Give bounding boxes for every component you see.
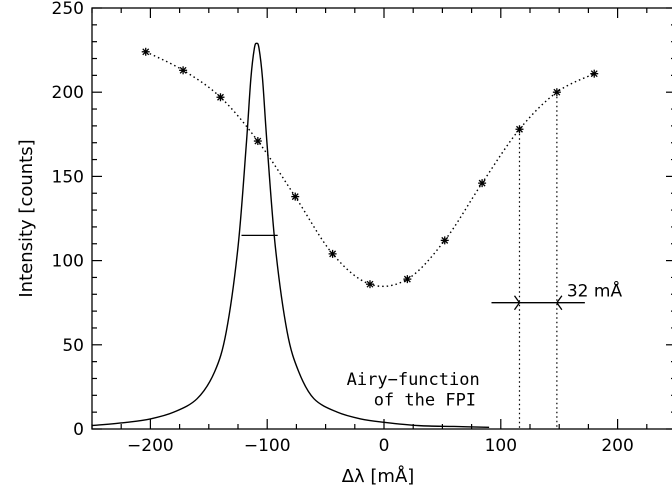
x-axis-title: Δλ [mÅ] [342, 465, 415, 487]
x-tick-label: −200 [127, 436, 174, 456]
asterisk-marker [440, 236, 449, 245]
y-tick-label: 200 [52, 83, 84, 103]
asterisk-marker [328, 249, 337, 258]
asterisk-marker [253, 137, 262, 146]
x-tick-labels: −200 −100 0 100 200 [127, 436, 634, 456]
axis-ticks [91, 7, 672, 430]
x-tick-label: −100 [244, 436, 291, 456]
y-tick-labels: 0 50 100 150 200 250 [52, 0, 84, 440]
asterisk-marker [478, 179, 487, 188]
y-tick-label: 50 [62, 336, 84, 356]
asterisk-marker [216, 93, 225, 102]
y-tick-label: 100 [52, 252, 84, 272]
y-tick-label: 0 [73, 420, 84, 440]
y-axis-title: Intensity [counts] [16, 139, 37, 297]
y-tick-label: 150 [52, 167, 84, 187]
asterisk-marker [590, 69, 599, 78]
airy-function-curve [91, 42, 490, 429]
line-profile-dotted [145, 51, 595, 288]
separation-label: 32 mÅ [567, 280, 623, 302]
separation-arrow-left [513, 295, 521, 311]
y-tick-label: 250 [52, 0, 84, 19]
profile-markers [141, 47, 599, 289]
x-tick-label: 100 [485, 436, 517, 456]
asterisk-marker [179, 66, 188, 75]
x-tick-label: 200 [601, 436, 633, 456]
plot-frame [91, 7, 672, 430]
x-tick-label: 0 [379, 436, 390, 456]
airy-label-line2: of the FPI [374, 390, 476, 410]
airy-label-line1: Airy−function [347, 370, 480, 390]
separation-arrow-right [556, 295, 563, 311]
asterisk-marker [403, 275, 412, 284]
asterisk-marker [291, 192, 300, 201]
vertical-marker-lines [518, 92, 558, 429]
asterisk-marker [141, 47, 150, 56]
asterisk-marker [365, 280, 374, 289]
separation-bar [491, 295, 585, 311]
